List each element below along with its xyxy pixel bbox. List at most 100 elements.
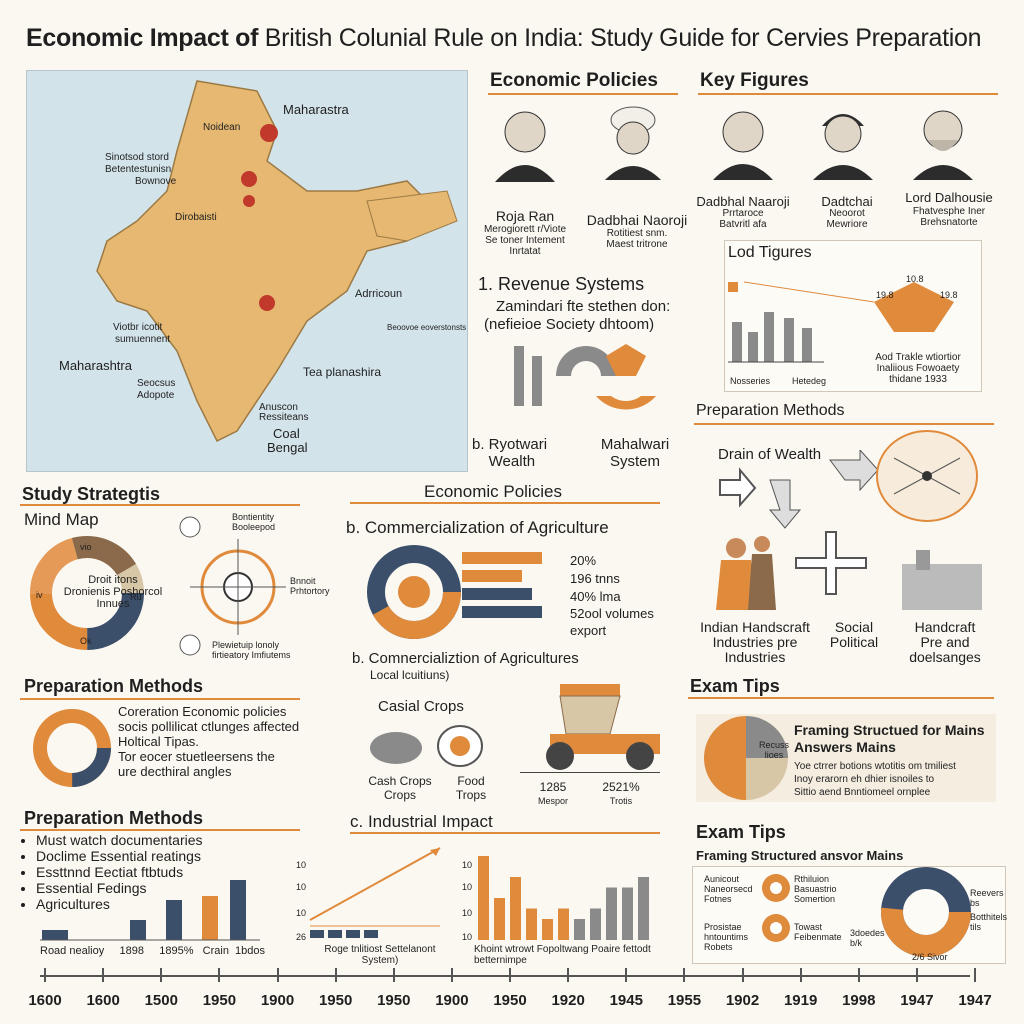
tractor-stat: 2521% <box>602 780 640 794</box>
tractor-stat: 1285 <box>539 780 567 794</box>
map-marker <box>259 295 275 311</box>
mindmap-wheel <box>179 516 286 656</box>
drain-label: Drain of Wealth <box>718 446 822 463</box>
donut-label: Reevers bs <box>970 888 1004 908</box>
comm-value: export <box>570 623 607 638</box>
divider <box>20 698 300 700</box>
y-tick: 10 <box>296 908 307 918</box>
title-bold: Economic Impact of <box>26 24 259 52</box>
ring-label: Ru <box>130 592 142 602</box>
social-label: Social Political <box>829 619 879 650</box>
mahalwari-label: Mahalwari System <box>600 436 670 470</box>
key-figures-heading: Key Figures <box>700 70 809 91</box>
map-label: Dirobaisti <box>175 212 217 223</box>
econ-mid-sub: b. Commercialization of Agriculture <box>346 518 609 537</box>
portrait-image <box>495 111 555 182</box>
econ-mid-heading: Economic Policies <box>424 482 562 501</box>
prep2-heading: Preparation Methods <box>24 808 204 828</box>
map-marker <box>260 124 278 142</box>
india-landmass <box>96 80 439 443</box>
bullet-item: Essttnnd Eectiat ftbtuds <box>36 864 203 880</box>
figure-name: Dadbhai Naoroji <box>586 212 688 228</box>
ryotwari-label: b. Ryotwari Wealth <box>472 436 548 470</box>
bar <box>202 896 218 940</box>
lod-axis-label: Hetedeg <box>792 376 827 386</box>
lod-chart <box>728 281 954 363</box>
portrait-image <box>813 114 873 180</box>
commercialization-donut <box>367 545 461 639</box>
timeline-tick <box>567 968 570 982</box>
revenue-line: (nefieioe Society dhtoom) <box>484 316 655 333</box>
ring-label: vio <box>80 542 92 552</box>
bar <box>494 898 505 940</box>
mindmap-donut <box>30 536 144 650</box>
bullet-item: Essential Fedings <box>36 880 203 896</box>
divider <box>20 829 300 831</box>
page-title: Economic Impact of British Colunial Rule… <box>26 24 1006 53</box>
map-label: Betentestunisn <box>105 164 172 175</box>
mindmap-center-text: Droit itons Dronienis Poshorcol Innues <box>63 574 163 610</box>
bar <box>622 887 633 940</box>
industrial-bar-chart <box>478 856 649 940</box>
map-label: Anuscon <box>259 402 298 413</box>
exam2-sub: Framing Structured ansvor Mains <box>696 848 904 863</box>
figure-name: Dadbhal Naaroji <box>696 194 790 209</box>
bar <box>638 877 649 940</box>
map-label: Beoovoe eoverstonsts <box>387 323 467 332</box>
tractor-stat-caption: Trotis <box>609 796 633 806</box>
comm-value: 52ool volumes <box>570 606 654 621</box>
timeline-year: 1600 <box>86 992 120 1009</box>
divider <box>688 697 994 699</box>
bar <box>526 908 537 940</box>
divider <box>694 423 994 425</box>
map-label: Bownove <box>135 176 177 187</box>
lod-number: 19.8 <box>940 290 958 300</box>
divider <box>698 93 998 95</box>
title-rest: British Colunial Rule on India: Study Gu… <box>264 24 982 52</box>
exam2-label: Towast Feibenmate <box>794 922 842 942</box>
exam2-heading: Exam Tips <box>696 822 786 842</box>
northeast-region <box>366 190 458 242</box>
map-label: Bengal <box>267 440 308 455</box>
timeline-year: 1900 <box>435 992 469 1009</box>
map-label: Ressiteans <box>259 412 309 423</box>
bullet-item: Must watch documentaries <box>36 832 203 848</box>
timeline-year: 1950 <box>318 992 353 1009</box>
map-label: Tea planashira <box>303 365 382 379</box>
prep-right-heading: Preparation Methods <box>696 402 845 419</box>
portrait-image <box>605 106 661 180</box>
timeline-year: 1950 <box>202 992 237 1009</box>
timeline-axis <box>40 975 970 977</box>
timeline-year: 1945 <box>609 992 643 1009</box>
divider <box>20 504 300 506</box>
exam1-pie <box>704 716 788 800</box>
handcraft-label: Handcraft Pre and doelsanges <box>909 619 981 665</box>
donut-label: 2/6 Sivor <box>912 952 948 962</box>
figure-caption: Neoorot Mewriore <box>826 208 868 230</box>
timeline-tick <box>450 968 453 982</box>
bar <box>558 908 569 940</box>
timeline-tick <box>160 968 163 982</box>
crops-title: Casial Crops <box>378 698 464 715</box>
revenue-illustration <box>514 344 656 410</box>
mindmap-node: Bontientity Booleepod <box>232 512 276 532</box>
timeline-tick <box>218 968 221 982</box>
timeline-year: 1920 <box>551 992 585 1009</box>
bar <box>478 856 489 940</box>
figure-caption: Rotitiest snm. Maest tritrone <box>606 228 668 250</box>
bar <box>574 919 585 940</box>
divider <box>520 772 660 773</box>
y-tick: 10 <box>462 860 473 870</box>
map-label: Seocsus <box>137 378 176 389</box>
timeline-year: 1947 <box>958 992 992 1009</box>
comm-value: 196 tnns <box>570 571 620 586</box>
figure-caption: Fhatvesphe Iner Brehsnatorte <box>912 206 986 228</box>
bullet-item: Doclime Essential reatings <box>36 848 203 864</box>
timeline-year: 1919 <box>783 992 818 1009</box>
timeline-tick <box>799 968 802 982</box>
timeline-year: 1950 <box>493 992 527 1009</box>
y-tick: 10 <box>296 860 307 870</box>
prep1-donut <box>33 709 111 787</box>
bar <box>166 900 182 940</box>
drain-arrows <box>719 450 879 529</box>
